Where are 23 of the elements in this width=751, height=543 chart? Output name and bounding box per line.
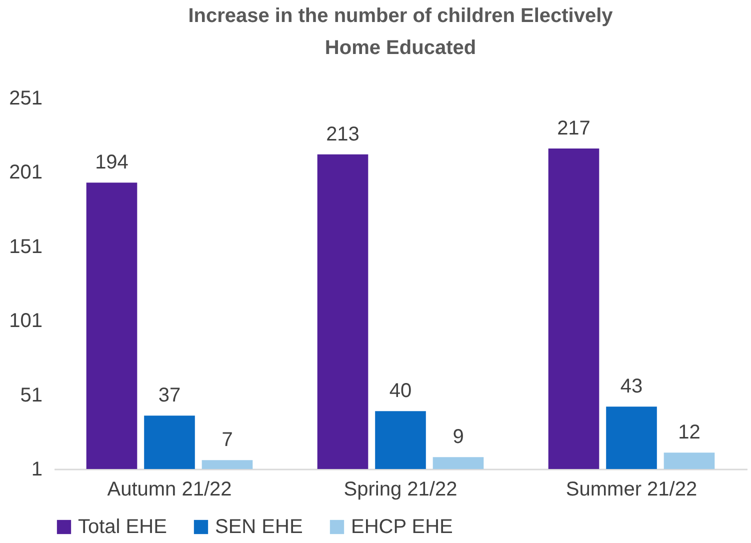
legend-label: Total EHE bbox=[78, 516, 167, 538]
x-tick-label: Autumn 21/22 bbox=[107, 478, 232, 500]
y-tick-label: 101 bbox=[9, 310, 42, 332]
x-tick-label: Spring 21/22 bbox=[344, 478, 458, 500]
text: Home Educated bbox=[324, 37, 476, 59]
x-tick-label: Summer 21/22 bbox=[566, 478, 698, 500]
data-label: 40 bbox=[389, 380, 412, 402]
data-label: 12 bbox=[678, 422, 700, 444]
legend-label: EHCP EHE bbox=[351, 516, 453, 538]
data-label: 9 bbox=[452, 426, 464, 448]
y-tick-label: 51 bbox=[20, 384, 42, 406]
y-tick-label: 201 bbox=[9, 162, 42, 184]
text: Increase in the number of children Electively bbox=[188, 5, 613, 27]
data-label: 213 bbox=[326, 123, 360, 146]
data-label: 217 bbox=[557, 117, 590, 140]
data-label: 43 bbox=[620, 376, 643, 398]
data-label: 7 bbox=[222, 429, 233, 452]
y-tick-label: 1 bbox=[31, 458, 42, 480]
y-tick-label: 151 bbox=[9, 236, 42, 258]
data-label: 194 bbox=[95, 152, 128, 174]
data-label: 37 bbox=[158, 384, 181, 407]
y-tick-label: 251 bbox=[9, 88, 42, 110]
legend-label: SEN EHE bbox=[215, 516, 303, 538]
